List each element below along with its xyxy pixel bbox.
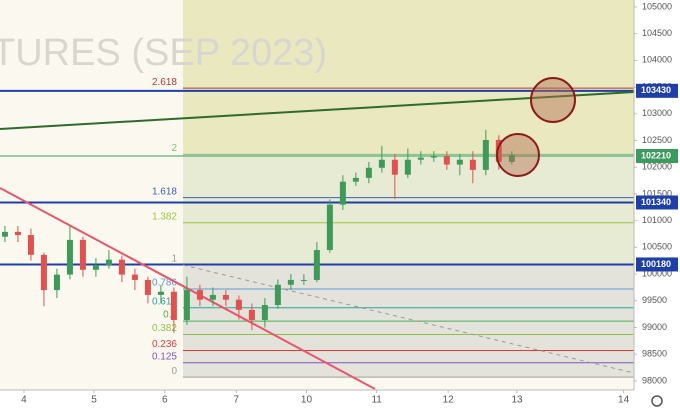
fib-label: 0.382 — [152, 323, 177, 334]
price-label: 103430 — [641, 85, 671, 95]
candle-body — [196, 290, 203, 300]
candle-body — [235, 299, 242, 310]
trend-line — [0, 91, 635, 130]
y-tick-label: 105000 — [642, 1, 672, 11]
candle-body — [404, 159, 411, 175]
fib-label: 2.618 — [152, 77, 177, 88]
price-label: 102210 — [641, 150, 671, 160]
candle-body — [1, 231, 8, 237]
candle-body — [261, 305, 268, 321]
candle-body — [430, 156, 437, 158]
x-tick-label: 7 — [234, 395, 240, 406]
y-tick-label: 102000 — [642, 162, 672, 172]
highlight-circle — [530, 77, 576, 123]
y-tick-label: 99000 — [642, 322, 667, 332]
candle-body — [352, 177, 359, 182]
fib-label: 0.236 — [152, 339, 177, 350]
y-tick-label: 104000 — [642, 55, 672, 65]
candle-body — [274, 284, 281, 306]
candle-body — [482, 139, 489, 170]
fib-label: 0.786 — [152, 278, 177, 289]
price-label: 100180 — [641, 259, 671, 269]
x-tick-label: 4 — [21, 395, 27, 406]
trend-line — [182, 264, 635, 374]
x-tick-label: 6 — [162, 395, 168, 406]
y-tick-label: 102500 — [642, 135, 672, 145]
x-tick-label: 11 — [371, 395, 382, 406]
candle-body — [391, 159, 398, 175]
candle-body — [79, 239, 86, 270]
watermark: TURES (SEP 2023) — [0, 32, 327, 74]
x-tick-label: 10 — [301, 395, 313, 406]
x-tick-label: 12 — [443, 395, 455, 406]
candle-body — [456, 159, 463, 165]
y-tick-label: 98000 — [642, 375, 667, 385]
y-tick-label: 99500 — [642, 295, 667, 305]
price-label-box — [636, 195, 678, 210]
candle-body — [118, 259, 125, 275]
candle-body — [300, 279, 307, 281]
price-label-box — [636, 257, 678, 272]
candle-body — [170, 291, 177, 321]
candle-body — [27, 235, 34, 255]
candle-body — [417, 157, 424, 160]
fib-label: 1.618 — [152, 186, 177, 197]
settings-icon[interactable] — [651, 395, 663, 407]
candle-body — [443, 156, 450, 165]
price-label-box — [636, 149, 678, 163]
x-tick-label: 5 — [91, 395, 97, 406]
fib-label: 2 — [171, 143, 177, 154]
candle-body — [222, 294, 229, 300]
fib-label: 1.382 — [152, 211, 177, 222]
candle-body — [248, 309, 255, 321]
candle-body — [183, 290, 190, 321]
candle-body — [378, 159, 385, 168]
x-tick-label: 13 — [511, 395, 523, 406]
candle-body — [157, 291, 164, 295]
candle-body — [287, 279, 294, 285]
candle-body — [209, 294, 216, 300]
y-tick-label: 100000 — [642, 268, 672, 278]
candle-body — [495, 139, 502, 162]
y-tick-label: 101000 — [642, 215, 672, 225]
fib-label: 0.125 — [152, 351, 177, 362]
candle-body — [313, 250, 320, 280]
candle-body — [92, 264, 99, 270]
candle-body — [365, 167, 372, 178]
candle-body — [66, 239, 73, 275]
candle-body — [339, 181, 346, 205]
candle-body — [469, 159, 476, 170]
fib-label: 1 — [171, 254, 177, 265]
candle-body — [131, 274, 138, 280]
candle-body — [53, 274, 60, 291]
y-tick-label: 98500 — [642, 349, 667, 359]
y-tick-label: 101500 — [642, 188, 672, 198]
x-tick-label: 14 — [618, 395, 630, 406]
trend-line — [0, 187, 376, 390]
candle-body — [508, 154, 515, 162]
fib-label: 0.5 — [163, 310, 177, 321]
candle-body — [14, 231, 21, 236]
fib-zone — [183, 0, 634, 155]
candle-body — [326, 204, 333, 251]
price-label-box — [636, 83, 678, 98]
candle-body — [105, 259, 112, 265]
candle-body — [144, 279, 151, 295]
price-label: 101340 — [641, 197, 671, 207]
y-tick-label: 104500 — [642, 28, 672, 38]
fib-label: 0 — [171, 366, 177, 377]
highlight-circle — [496, 133, 540, 177]
y-tick-label: 103000 — [642, 108, 672, 118]
fib-label: 0.618 — [152, 296, 177, 307]
y-tick-label: 100500 — [642, 242, 672, 252]
candle-body — [40, 254, 47, 291]
time-axis — [0, 390, 634, 413]
